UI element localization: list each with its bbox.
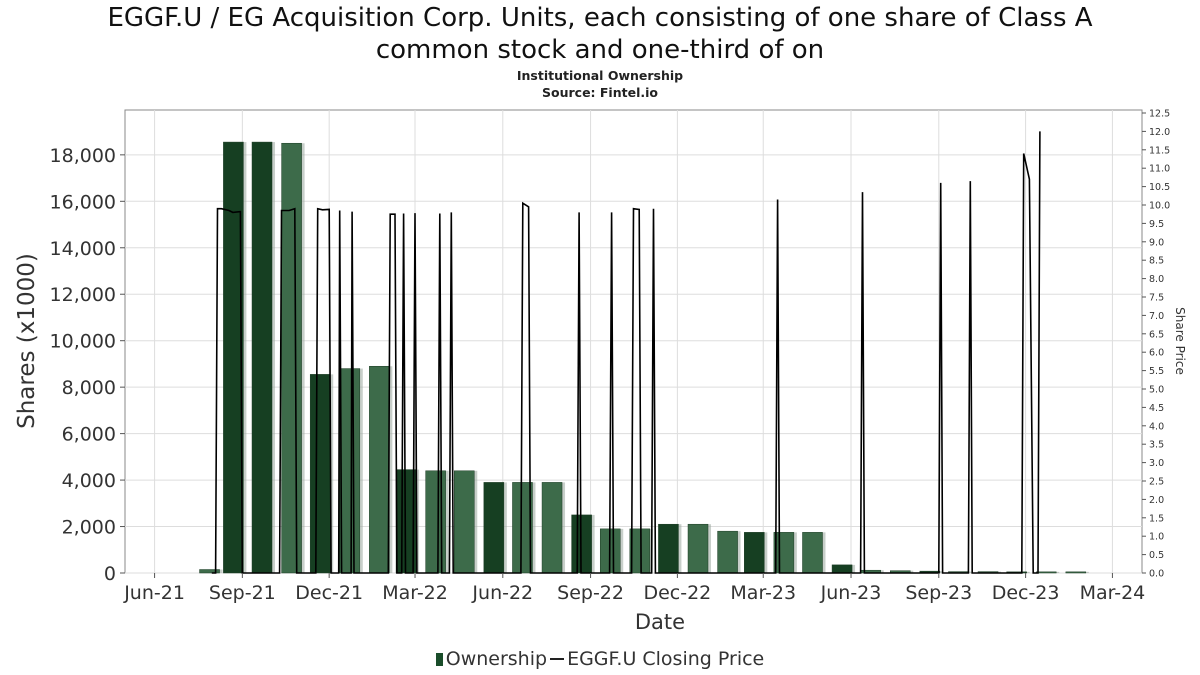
ownership-bar (454, 470, 475, 574)
ownership-bar (687, 523, 709, 574)
y-tick-label: 18,000 (50, 145, 116, 167)
ownership-bar (717, 530, 738, 574)
ownership-bar (512, 482, 533, 574)
y2-tick-label: 0.5 (1149, 550, 1164, 561)
ownership-bar (629, 528, 651, 574)
ownership-bar (309, 374, 331, 574)
y2-tick-label: 10.0 (1149, 201, 1170, 212)
y2-tick-label: 4.0 (1149, 421, 1164, 432)
y-tick-label: 10,000 (50, 331, 116, 353)
x-tick-label: Sep-23 (905, 582, 972, 604)
x-tick-label: Mar-22 (382, 582, 448, 604)
chart-source: Source: Fintel.io (542, 85, 658, 100)
y-tick-label: 8,000 (62, 377, 116, 399)
ownership-bar (483, 482, 505, 574)
y2-tick-label: 9.5 (1149, 219, 1164, 230)
y2-tick-label: 1.5 (1149, 513, 1164, 524)
x-tick-label: Sep-22 (557, 582, 624, 604)
ownership-bars (199, 141, 1089, 574)
x-tick-label: Mar-23 (730, 582, 796, 604)
y2-tick-label: 5.5 (1149, 366, 1164, 377)
y2-tick-label: 8.5 (1149, 256, 1164, 267)
y-tick-label: 6,000 (62, 424, 116, 446)
y-tick-label: 0 (104, 563, 116, 585)
y2-tick-label: 10.5 (1149, 182, 1170, 193)
y-axis-label: Shares (x1000) (14, 253, 40, 429)
ownership-bar (802, 532, 823, 574)
ownership-bar (541, 482, 563, 574)
x-tick-label: Dec-22 (643, 582, 711, 604)
y2-tick-label: 6.5 (1149, 329, 1164, 340)
y2-tick-label: 8.0 (1149, 274, 1164, 285)
y2-tick-label: 7.0 (1149, 311, 1164, 322)
y2-tick-label: 5.0 (1149, 385, 1164, 396)
y2-tick-label: 2.5 (1149, 477, 1164, 488)
ownership-bar (831, 564, 853, 574)
y2-tick-label: 12.0 (1149, 127, 1170, 138)
chart-title-line2: common stock and one-third of on (375, 35, 825, 65)
ownership-bar (658, 523, 679, 574)
chart-title-line1: EGGF.U / EG Acquisition Corp. Units, eac… (107, 3, 1093, 33)
x-tick-label: Jun-21 (123, 582, 185, 604)
x-tick-label: Dec-23 (992, 582, 1060, 604)
ownership-bar (223, 141, 244, 574)
ownership-bar (339, 368, 361, 574)
y2-tick-label: 7.5 (1149, 293, 1164, 304)
price-line (211, 131, 1041, 574)
legend-price-swatch (550, 658, 565, 660)
y2-axis-label: Share Price (1173, 307, 1187, 375)
y2-tick-label: 6.0 (1149, 348, 1164, 359)
y-tick-label: 12,000 (50, 284, 116, 306)
y2-tick-label: 11.5 (1149, 145, 1170, 156)
ownership-bar (1065, 571, 1087, 574)
y2-tick-label: 9.0 (1149, 237, 1164, 248)
ownership-bar (199, 569, 220, 574)
legend-price-label: EGGF.U Closing Price (567, 648, 765, 670)
x-axis: Jun-21 Sep-21 Dec-21 Mar-22 Jun-22 Sep-22 Dec-… (123, 573, 1145, 604)
ownership-bar (369, 365, 390, 574)
x-axis-label: Date (635, 610, 685, 634)
x-tick-label: Dec-21 (295, 582, 363, 604)
y2-tick-label: 4.5 (1149, 403, 1164, 414)
y2-tick-label: 11.0 (1149, 164, 1170, 175)
y2-tick-label: 3.0 (1149, 458, 1164, 469)
x-tick-label: Sep-21 (209, 582, 276, 604)
x-tick-label: Jun-23 (820, 582, 882, 604)
y-axis-right: 0.0 0.5 1.0 1.5 2.0 2.5 3.0 3.5 4.0 4.5 5.0 5.5 6.0 6… (1142, 109, 1170, 580)
x-tick-label: Jun-22 (471, 582, 533, 604)
y-tick-label: 2,000 (62, 517, 116, 539)
chart-title: EGGF.U / EG Acquisition Corp. Units, eac… (0, 2, 1200, 66)
y-tick-label: 16,000 (50, 191, 116, 213)
y-tick-label: 14,000 (50, 238, 116, 260)
legend: Ownership EGGF.U Closing Price (0, 648, 1200, 670)
ownership-bar (251, 141, 273, 574)
chart-subtitle: Institutional Ownership (516, 68, 684, 83)
ownership-bar (281, 142, 302, 574)
y2-tick-label: 0.0 (1149, 569, 1164, 580)
legend-ownership-swatch (435, 653, 443, 666)
ownership-bar (425, 470, 446, 574)
y-axis-left: 0 2,000 4,000 6,000 8,000 10,000 12,000 14,000 1… (50, 145, 125, 585)
ownership-bar (773, 532, 795, 574)
ownership-bar (1035, 571, 1057, 574)
y2-tick-label: 3.5 (1149, 440, 1164, 451)
ownership-bar (744, 532, 765, 574)
y2-tick-label: 2.0 (1149, 495, 1164, 506)
y2-tick-label: 1.0 (1149, 532, 1164, 543)
legend-ownership-label: Ownership (445, 648, 548, 670)
x-tick-label: Mar-24 (1080, 582, 1146, 604)
y-tick-label: 4,000 (62, 470, 116, 492)
y2-tick-label: 12.5 (1149, 109, 1170, 120)
